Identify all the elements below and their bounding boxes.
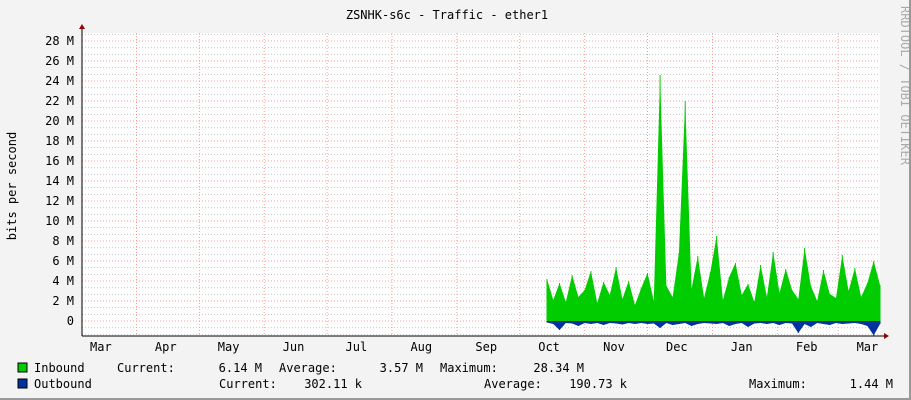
inbound-area [546,75,880,321]
x-tick-label: Jul [346,340,368,354]
legend-outbound-maximum: 1.44 M [850,377,893,391]
legend-inbound-maximum: 28.34 M [533,361,584,375]
x-tick-label: Oct [538,340,560,354]
legend-outbound-label: Outbound [34,377,92,391]
y-tick-label: 16 M [45,154,74,168]
legend-inbound-current: 6.14 M [219,361,262,375]
legend-inbound-label: Inbound [34,361,85,375]
legend-outbound-current: 302.11 k [304,377,363,391]
legend-inbound-average-label: Average: [279,361,337,375]
x-tick-label: Feb [796,340,818,354]
y-tick-label: 12 M [45,194,74,208]
data-areas [546,75,881,336]
y-tick-label: 28 M [45,34,74,48]
legend-inbound-average: 3.57 M [380,361,423,375]
y-tick-label: 4 M [52,274,74,288]
legend-outbound-current-label: Current: [219,377,277,391]
y-tick-label: 26 M [45,54,74,68]
axes: 0 2 M 4 M 6 M 8 M 10 M 12 M 14 M 16 M 18 M 20 M 22 … [45,24,889,354]
y-tick-label: 8 M [52,234,74,248]
x-tick-label: Sep [475,340,497,354]
y-axis-arrow-icon [79,24,85,29]
legend-swatch-outbound [17,378,28,389]
y-tick-label: 20 M [45,114,74,128]
watermark: RRDTOOL / TOBI OETIKER [898,6,911,166]
legend-outbound-maximum-label: Maximum: [749,377,807,391]
y-tick-label: 14 M [45,174,74,188]
y-tick-label: 6 M [52,254,74,268]
y-tick-label: 2 M [52,294,74,308]
legend-outbound-average-label: Average: [484,377,542,391]
y-axis-label: bits per second [5,132,19,240]
legend-outbound-average: 190.73 k [569,377,628,391]
x-tick-label: Jun [283,340,305,354]
x-axis-arrow-icon [884,333,889,339]
y-tick-label: 22 M [45,94,74,108]
x-tick-label: Mar [90,340,112,354]
y-tick-label: 24 M [45,74,74,88]
chart-title: ZSNHK-s6c - Traffic - ether1 [346,8,548,22]
x-tick-label: Jan [731,340,753,354]
grid [82,33,880,336]
x-tick-label: Apr [155,340,177,354]
y-tick-label: 10 M [45,214,74,228]
plot-background [82,33,880,336]
legend-inbound-maximum-label: Maximum: [440,361,498,375]
y-tick-label: 0 [67,314,74,328]
x-tick-label: May [218,340,240,354]
x-tick-label: Dec [666,340,688,354]
legend-inbound-current-label: Current: [117,361,175,375]
legend-swatch-inbound [17,362,28,373]
outbound-area [546,321,880,336]
x-tick-label: Nov [603,340,625,354]
x-tick-label: Aug [410,340,432,354]
y-tick-label: 18 M [45,134,74,148]
x-tick-label: Mar [857,340,879,354]
